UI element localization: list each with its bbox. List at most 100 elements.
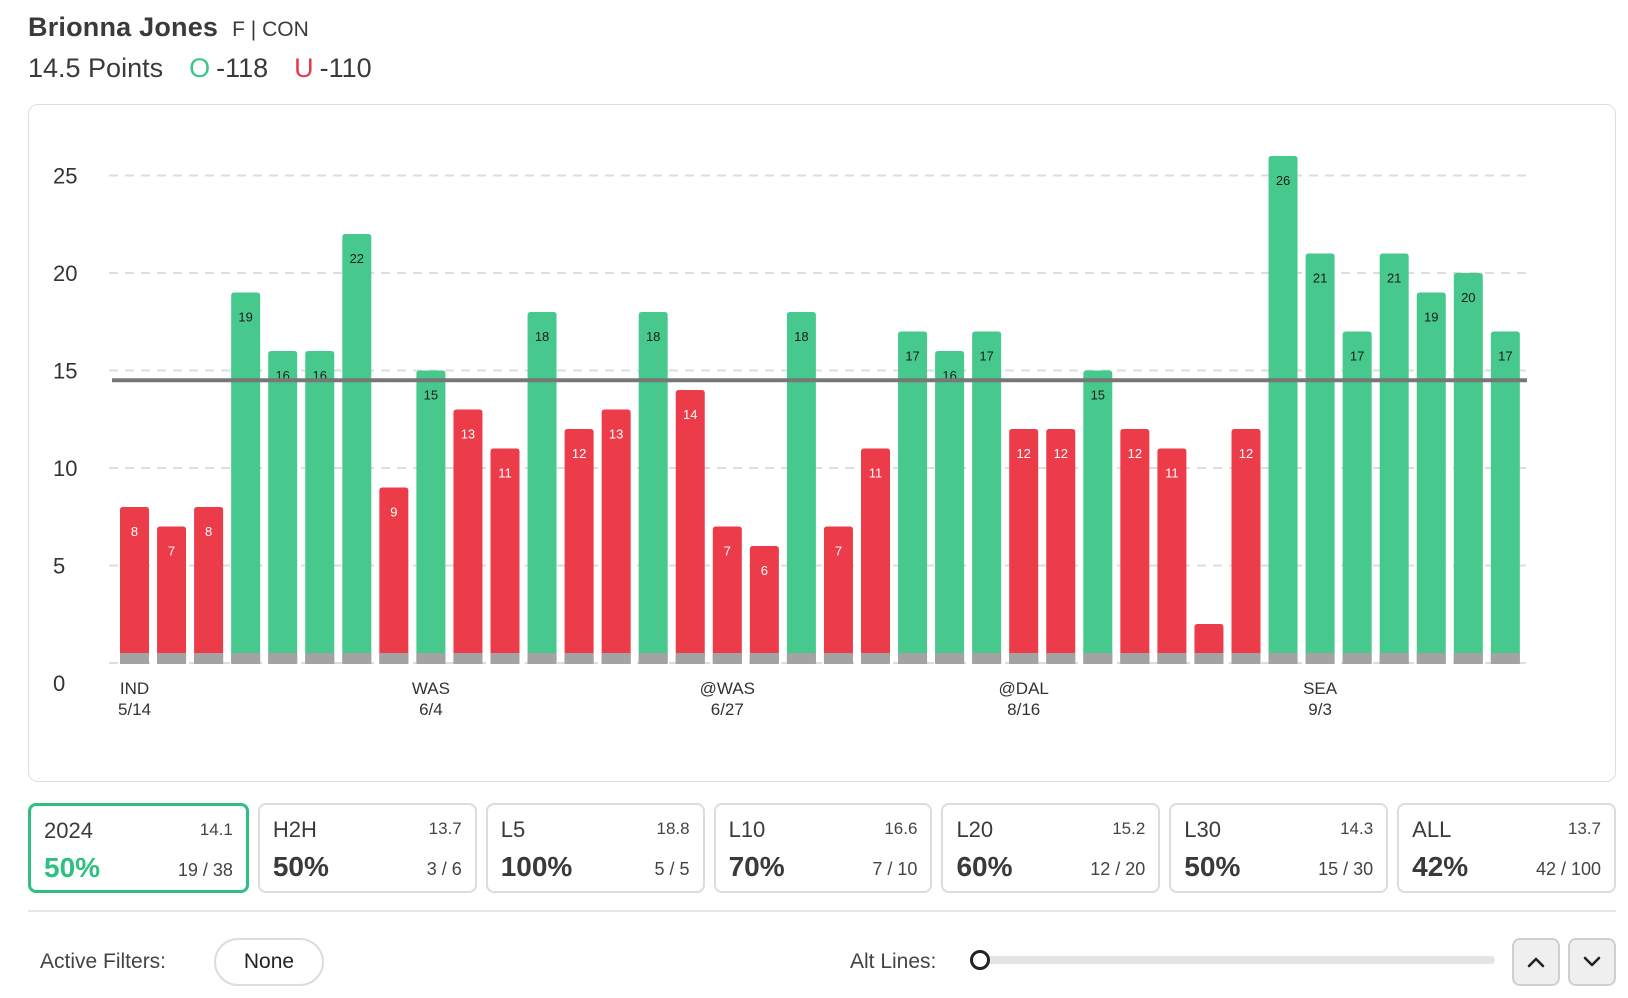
bar-under [157,526,187,663]
x-tick-date: 5/14 [118,700,151,719]
stat-card-l30[interactable]: L30 14.3 50% 15 / 30 [1169,803,1389,893]
bar-base [712,653,742,664]
active-filters-button[interactable]: None [214,938,324,986]
y-tick-label: 25 [53,164,77,189]
bar-over [527,312,557,663]
y-tick-label: 15 [53,359,77,384]
bar-base [972,653,1002,664]
stat-label: ALL [1412,817,1452,842]
bar-over [342,234,372,663]
bar-under [490,448,520,663]
y-tick-label: 5 [53,554,65,579]
bar-base [1268,653,1298,664]
bar-value-label: 7 [168,544,175,559]
bar-value-label: 26 [1276,173,1290,188]
scroll-down-button[interactable] [1568,938,1616,986]
bar-under [1120,429,1150,663]
stat-average: 15.2 [1112,819,1146,838]
bar-base [1120,653,1150,664]
bar-base [1453,653,1483,664]
bar-base [157,653,187,664]
bar-over [638,312,668,663]
x-tick-team: IND [120,679,149,698]
bar-over [1305,253,1335,663]
bar-base [1009,653,1039,664]
bar-base [1379,653,1409,664]
stat-label: L30 [1184,817,1222,842]
bar-base [786,653,816,664]
bar-value-label: 17 [979,349,993,364]
bar-base [194,653,224,664]
stat-hit-count: 7 / 10 [872,859,918,879]
bar-under [601,409,631,663]
x-tick-team: @DAL [999,679,1049,698]
bar-base [564,653,594,664]
stat-hit-count: 19 / 38 [177,860,233,880]
stat-hit-count: 5 / 5 [654,859,690,879]
stat-card-l10[interactable]: L10 16.6 70% 7 / 10 [713,803,933,893]
chevron-down-icon [1583,956,1601,967]
bar-base [1231,653,1261,664]
stat-hit-count: 42 / 100 [1535,859,1602,879]
bar-over [1342,331,1372,663]
bar-base [1157,653,1187,664]
stat-hit-rate: 50% [44,852,101,883]
bar-base [1046,653,1076,664]
stat-hit-rate: 70% [728,851,785,882]
bar-under [823,526,853,663]
bar-value-label: 21 [1313,271,1327,286]
stat-hit-rate: 60% [956,851,1013,882]
bar-value-label: 18 [794,329,808,344]
bar-value-label: 8 [131,524,138,539]
stat-label: H2H [272,817,317,842]
stat-card-all[interactable]: ALL 13.7 42% 42 / 100 [1397,803,1617,893]
chevron-up-icon [1527,957,1545,968]
bar-over [305,351,335,663]
bar-base [1194,653,1224,664]
bar-under [861,448,890,663]
under-odds: -110 [319,53,372,83]
bar-value-label: 17 [1498,349,1512,364]
bar-over [1083,370,1113,663]
y-tick-label: 10 [53,456,77,481]
stat-average: 14.1 [199,820,233,839]
stat-card-l5[interactable]: L5 18.8 100% 5 / 5 [485,803,705,893]
bar-under [675,390,705,663]
alt-lines-slider-track[interactable] [975,956,1495,964]
stat-card-2024[interactable]: 2024 14.1 50% 19 / 38 [28,803,249,893]
bar-under [453,409,483,663]
bar-base [935,653,965,664]
bar-over [1379,253,1409,663]
bar-base [675,653,705,664]
stat-label: L20 [956,817,994,842]
bar-value-label: 12 [1054,446,1068,461]
y-tick-label: 20 [53,261,77,286]
bar-base [749,653,779,664]
bar-under [1157,448,1187,663]
bar-under [749,546,779,663]
bar-base [1416,653,1446,664]
bar-value-label: 18 [646,329,660,344]
stat-card-l20[interactable]: L20 15.2 60% 12 / 20 [941,803,1161,893]
bar-base [638,653,668,664]
bar-value-label: 19 [1424,310,1438,325]
stat-hit-count: 3 / 6 [426,859,462,879]
stat-card-h2h[interactable]: H2H 13.7 50% 3 / 6 [257,803,477,893]
bar-value-label: 20 [1461,290,1475,305]
bar-value-label: 14 [683,407,697,422]
bar-base [1342,653,1372,664]
bar-value-label: 9 [390,505,397,520]
x-tick-team: SEA [1303,679,1338,698]
bar-value-label: 8 [205,524,212,539]
bar-base [1083,653,1113,664]
bar-value-label: 15 [1091,388,1105,403]
bar-base [898,653,928,664]
bar-under [1046,429,1076,663]
bar-value-label: 11 [1165,466,1179,481]
scroll-up-button[interactable] [1512,938,1560,986]
stat-label: 2024 [44,818,93,843]
stat-label: L5 [500,817,526,842]
bar-base [231,653,261,664]
bar-base [416,653,446,664]
alt-lines-slider-thumb[interactable] [970,950,990,970]
